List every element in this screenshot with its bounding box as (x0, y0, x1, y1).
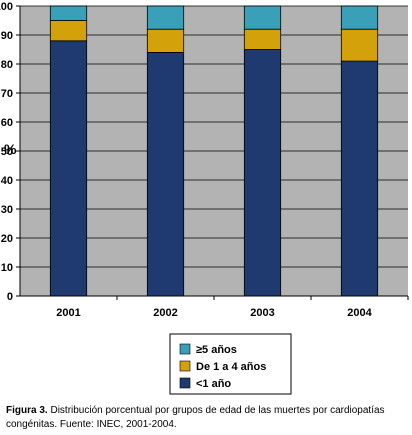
bar-segment-2003-1 (243, 28, 282, 50)
y-tick-label: 50 (1, 146, 13, 158)
legend: ≥5 años De 1 a 4 años <1 año (179, 343, 266, 390)
y-tick-label: 10 (1, 262, 13, 274)
y-tick-label: 100 (0, 1, 13, 13)
y-tick-label: 90 (1, 30, 13, 42)
y-ticks: 0 10 20 30 40 50 60 70 80 90 100 (0, 1, 20, 303)
bar-segment-2001-2 (49, 5, 88, 21)
legend-label: De 1 a 4 años (196, 361, 266, 373)
legend-swatch (179, 360, 191, 372)
x-tick-label: 2001 (56, 307, 80, 319)
y-axis-label: % (4, 141, 17, 157)
bar-segment-2002-2 (146, 5, 185, 30)
bar-segment-2002-0 (146, 52, 185, 297)
legend-label: ≥5 años (196, 344, 237, 356)
stacked-bar-chart: 0102030405060708090100 2001200220032004 … (0, 1, 409, 395)
y-tick-label: 80 (1, 59, 13, 71)
bar-segment-2001-0 (49, 40, 88, 297)
y-tick-label: 70 (1, 88, 13, 100)
bar-segment-2004-2 (340, 5, 379, 30)
x-tick-label: 2003 (250, 307, 274, 319)
bar-segment-2001-1 (49, 20, 88, 42)
bar-segment-2002-1 (146, 28, 185, 53)
figure-caption: Figura 3. Distribución porcentual por gr… (6, 404, 406, 432)
y-tick-label: 60 (1, 117, 13, 129)
y-tick-label: 40 (1, 175, 13, 187)
bar-segment-2003-2 (243, 5, 282, 30)
legend-swatch (179, 377, 191, 389)
x-ticks: 2001 2002 2003 2004 (56, 296, 409, 319)
x-tick-label: 2004 (347, 307, 372, 319)
bar-segment-2003-0 (243, 49, 282, 297)
bar-segment-2004-0 (340, 60, 379, 297)
bar-segment-2004-1 (340, 28, 379, 62)
y-tick-label: 30 (1, 204, 13, 216)
bars (49, 5, 379, 297)
legend-swatch (179, 343, 191, 355)
y-tick-label: 20 (1, 233, 13, 245)
caption-text: Distribución porcentual por grupos de ed… (6, 405, 385, 430)
legend-label: <1 año (196, 378, 231, 390)
x-tick-label: 2002 (153, 307, 177, 319)
y-tick-label: 0 (7, 291, 13, 303)
caption-label: Figura 3. (6, 405, 48, 416)
